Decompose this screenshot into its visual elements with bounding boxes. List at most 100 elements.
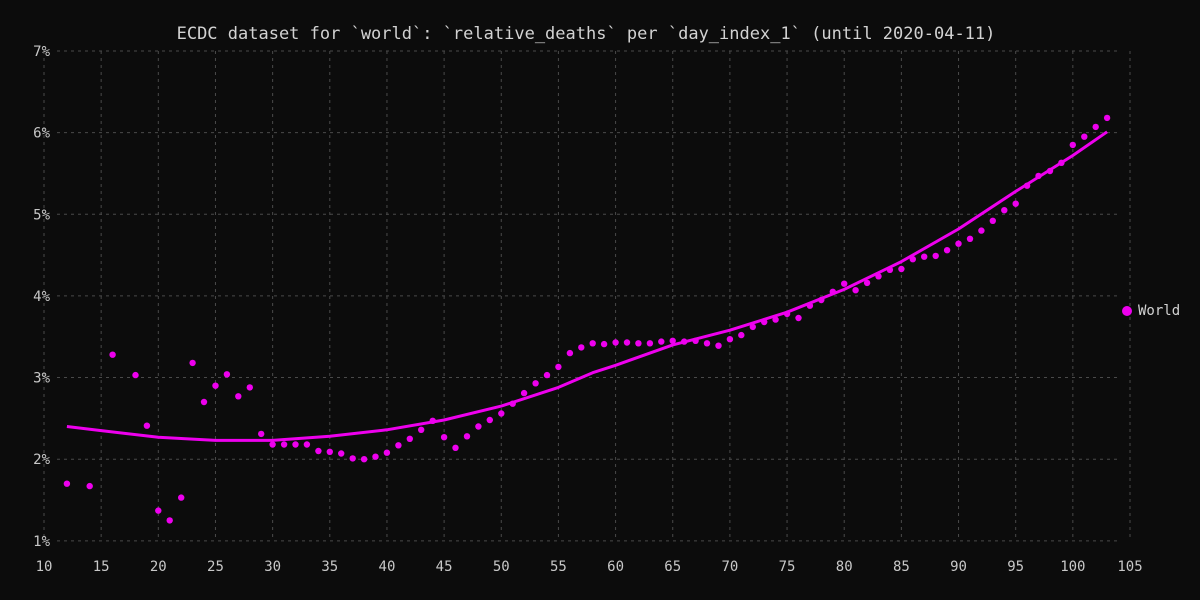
data-point xyxy=(600,340,608,348)
data-point xyxy=(749,323,756,331)
data-point xyxy=(360,456,368,463)
grid xyxy=(43,50,1131,542)
data-point xyxy=(886,266,894,273)
data-point xyxy=(841,280,848,287)
data-point xyxy=(921,253,928,260)
x-tick-label: 105 xyxy=(1117,559,1142,575)
data-point xyxy=(452,444,459,451)
data-point xyxy=(166,517,173,524)
x-tick-label: 80 xyxy=(836,559,853,575)
data-point xyxy=(395,442,402,449)
data-point xyxy=(966,235,974,242)
axis-tick-labels: 10 15 20 25 30 35 40 45 50 55 60 65 70 75 80 85 90 95 100 1… xyxy=(33,44,1143,575)
trend-line xyxy=(66,130,1108,442)
data-points xyxy=(63,114,1111,524)
data-point xyxy=(783,310,791,318)
data-point xyxy=(63,480,71,487)
legend-label-world: World xyxy=(1138,303,1181,319)
data-point xyxy=(418,426,425,433)
data-point xyxy=(818,296,825,304)
x-tick-label: 35 xyxy=(321,559,338,575)
data-point xyxy=(143,422,151,429)
data-point xyxy=(280,441,288,448)
x-tick-label: 25 xyxy=(207,559,224,575)
y-tick-label: 5% xyxy=(33,207,50,223)
data-point xyxy=(1046,167,1054,175)
data-point xyxy=(383,449,391,456)
data-point xyxy=(1103,114,1111,122)
data-point xyxy=(989,217,996,224)
data-point xyxy=(532,380,539,387)
data-point xyxy=(738,331,745,339)
data-point xyxy=(646,340,654,347)
data-point xyxy=(898,265,905,273)
data-point xyxy=(212,382,219,389)
data-point xyxy=(669,337,676,344)
data-point xyxy=(932,252,939,260)
data-point xyxy=(715,342,722,349)
x-tick-label: 65 xyxy=(664,559,681,575)
data-point xyxy=(578,344,585,351)
y-tick-label: 3% xyxy=(33,371,50,387)
data-point xyxy=(326,448,333,455)
data-point xyxy=(555,363,562,371)
data-point xyxy=(703,340,711,347)
data-point xyxy=(795,314,802,322)
data-point xyxy=(178,494,185,501)
x-tick-label: 50 xyxy=(493,559,510,575)
data-point xyxy=(623,339,631,346)
data-point xyxy=(1081,133,1088,140)
data-point xyxy=(258,430,265,438)
data-point xyxy=(943,247,951,254)
x-tick-label: 20 xyxy=(150,559,167,575)
data-point xyxy=(635,340,642,347)
data-point xyxy=(829,288,836,295)
x-tick-label: 60 xyxy=(607,559,624,575)
x-tick-label: 90 xyxy=(950,559,967,575)
x-tick-label: 10 xyxy=(36,559,53,575)
data-point xyxy=(955,240,962,247)
data-point xyxy=(761,318,768,326)
data-point xyxy=(909,256,916,263)
data-point xyxy=(486,416,493,424)
trend-layer xyxy=(66,130,1108,442)
x-tick-label: 30 xyxy=(264,559,281,575)
x-tick-label: 75 xyxy=(779,559,796,575)
data-point xyxy=(440,434,448,441)
data-point xyxy=(852,287,859,294)
data-point xyxy=(189,359,196,367)
legend-marker-world xyxy=(1122,306,1132,316)
data-point xyxy=(681,338,688,345)
x-tick-label: 40 xyxy=(379,559,396,575)
data-point xyxy=(806,302,814,309)
data-point xyxy=(1092,123,1099,131)
data-point xyxy=(155,507,162,514)
data-point xyxy=(303,441,311,448)
data-point xyxy=(875,273,882,280)
data-point xyxy=(1058,159,1065,166)
y-tick-label: 2% xyxy=(33,452,50,468)
x-tick-label: 45 xyxy=(436,559,453,575)
data-point xyxy=(658,338,665,345)
data-point xyxy=(978,227,985,234)
data-point xyxy=(1001,207,1008,214)
data-point xyxy=(589,340,596,347)
data-point xyxy=(292,441,299,448)
data-point xyxy=(109,351,116,358)
data-point xyxy=(612,339,619,346)
x-tick-label: 55 xyxy=(550,559,567,575)
x-tick-label: 15 xyxy=(93,559,110,575)
y-tick-label: 1% xyxy=(33,534,50,550)
data-point xyxy=(520,389,528,397)
data-point xyxy=(200,398,208,406)
data-point xyxy=(543,371,551,379)
data-point xyxy=(726,336,734,343)
data-point xyxy=(1035,172,1042,180)
y-tick-label: 7% xyxy=(33,44,50,60)
data-point xyxy=(235,393,242,400)
y-tick-label: 6% xyxy=(33,126,50,142)
data-point xyxy=(315,447,322,455)
data-point xyxy=(372,453,379,460)
data-point xyxy=(349,455,356,462)
